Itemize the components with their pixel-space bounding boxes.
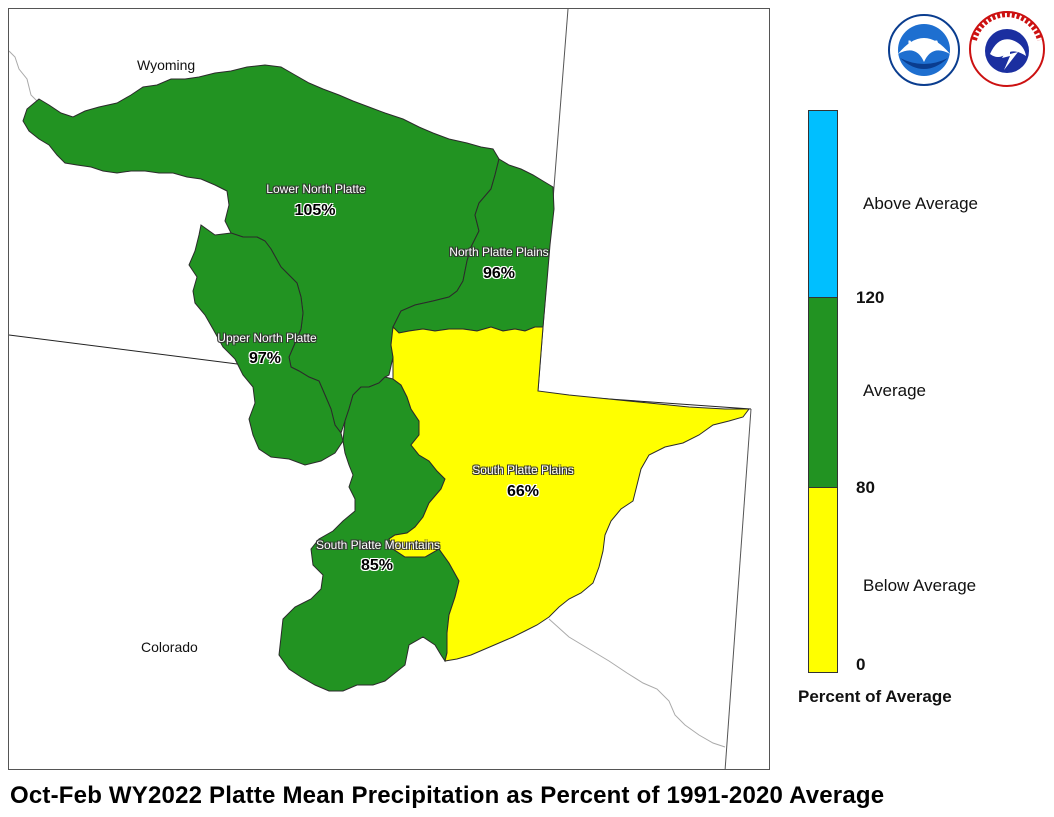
legend-band-above-average — [809, 111, 837, 297]
legend-label-average: Average — [863, 381, 927, 400]
nws-emblem-icon — [969, 11, 1045, 87]
basin-shape-upper-north-platte[interactable] — [188, 224, 344, 466]
legend-band-below-average — [809, 487, 837, 672]
basin-label-north-platte-plains: North Platte Plains — [449, 245, 549, 259]
legend-tick-120: 120 — [856, 288, 885, 307]
basin-value-north-platte-plains: 96% — [482, 265, 516, 282]
legend-label-below-average: Below Average — [863, 576, 977, 595]
basin-label-upper-north-platte: Upper North Platte — [217, 331, 317, 345]
state-label-colorado: Colorado — [141, 639, 198, 655]
border-trace-southeast — [548, 618, 726, 748]
basin-value-upper-north-platte: 97% — [248, 350, 282, 367]
noaa-emblem-icon: NOAA — [888, 14, 960, 86]
legend-band-average — [809, 297, 837, 487]
legend-label-above-average: Above Average — [863, 194, 978, 213]
nws-logo — [966, 10, 1048, 93]
legend-color-bar — [808, 110, 838, 673]
basin-value-lower-north-platte: 105% — [294, 202, 336, 219]
noaa-logo: NOAA — [888, 14, 960, 91]
state-line-co-east — [724, 408, 752, 769]
basin-value-south-platte-mountains: 85% — [360, 557, 394, 574]
map-caption: Oct-Feb WY2022 Platte Mean Precipitation… — [10, 782, 885, 809]
state-label-wyoming: Wyoming — [137, 57, 196, 73]
basin-label-south-platte-plains: South Platte Plains — [472, 463, 574, 477]
basin-label-south-platte-mountains: South Platte Mountains — [315, 538, 441, 552]
svg-text:NOAA: NOAA — [908, 39, 940, 51]
basin-shape-south-platte-plains[interactable] — [388, 325, 750, 662]
basin-value-south-platte-plains: 66% — [506, 483, 540, 500]
basin-shape-lower-north-platte[interactable] — [22, 64, 500, 435]
legend-title: Percent of Average — [798, 687, 952, 706]
legend-tick-80: 80 — [856, 478, 875, 497]
basin-map — [9, 9, 752, 769]
legend-tick-0: 0 — [856, 655, 866, 674]
basin-label-lower-north-platte: Lower North Platte — [266, 182, 366, 196]
border-trace-west — [9, 50, 40, 104]
map-frame: Wyoming Colorado Lower North Platte 105%… — [8, 8, 770, 770]
